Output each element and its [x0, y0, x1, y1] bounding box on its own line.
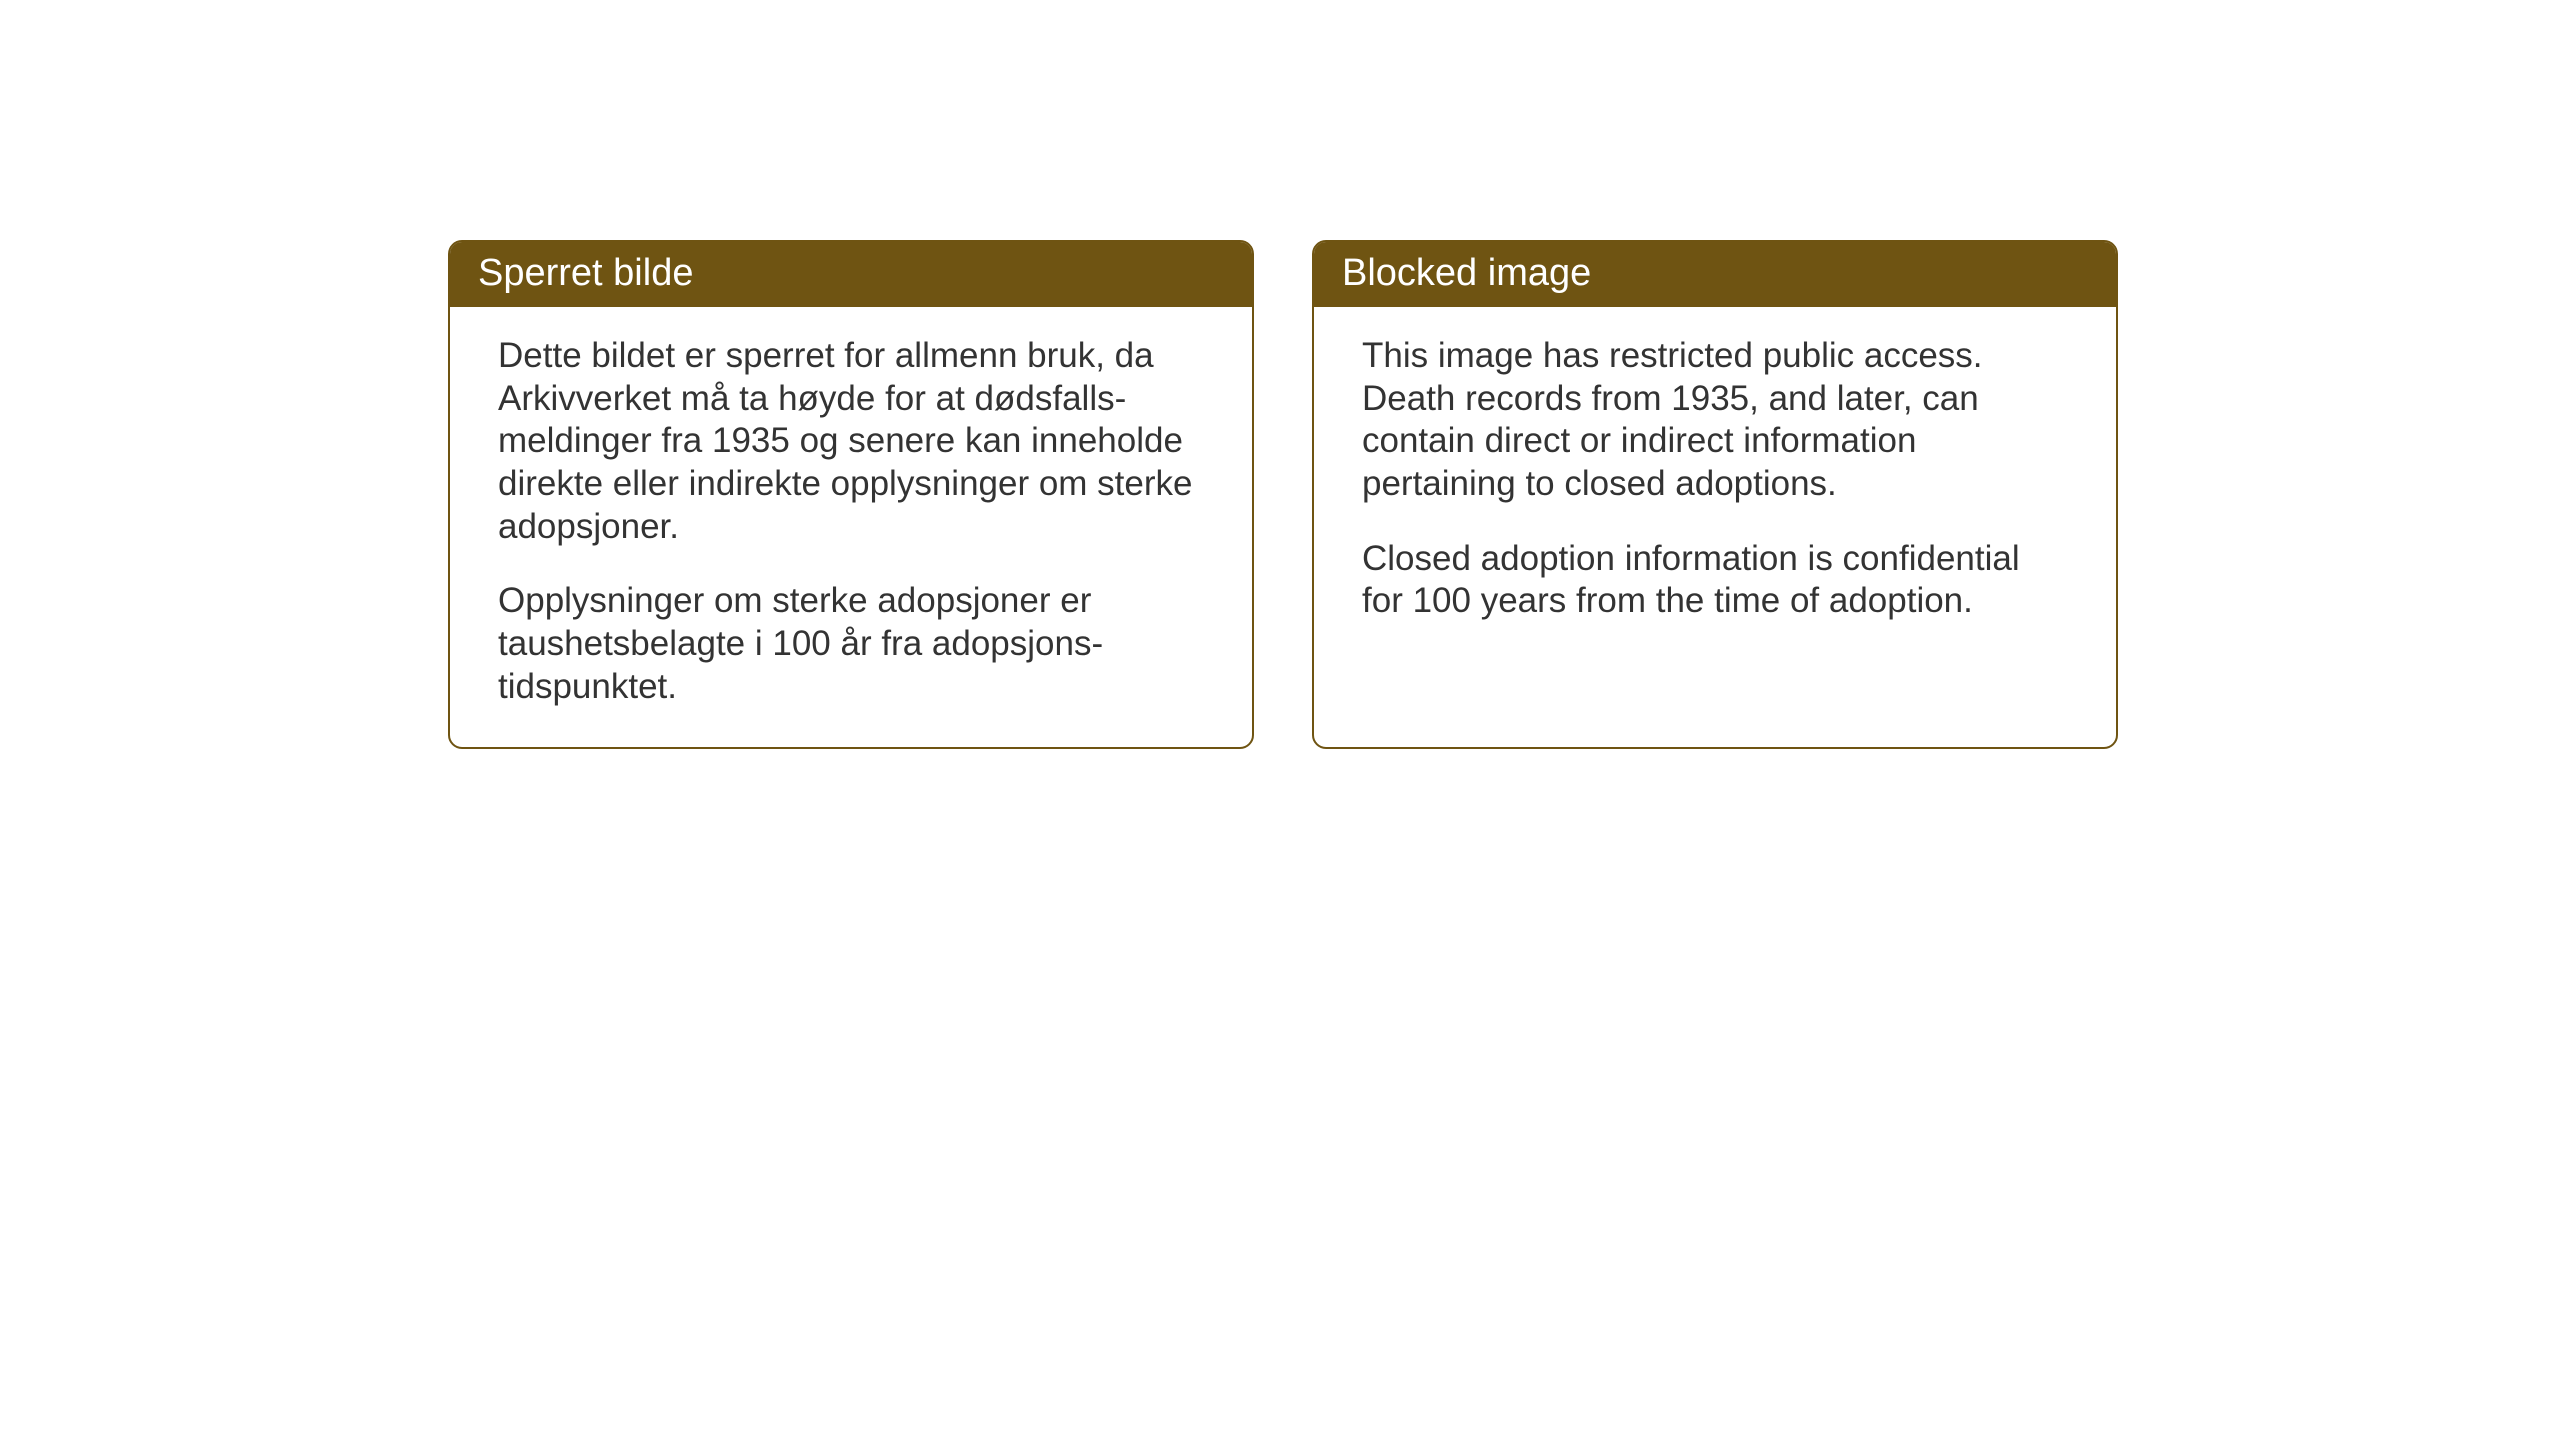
- notice-card-english: Blocked image This image has restricted …: [1312, 240, 2118, 749]
- card-paragraph: Opplysninger om sterke adopsjoner er tau…: [498, 580, 1204, 708]
- card-paragraph: This image has restricted public access.…: [1362, 335, 2068, 506]
- card-header-english: Blocked image: [1314, 242, 2116, 307]
- card-title: Blocked image: [1342, 252, 1591, 294]
- card-title: Sperret bilde: [478, 252, 693, 294]
- notice-card-norwegian: Sperret bilde Dette bildet er sperret fo…: [448, 240, 1254, 749]
- card-header-norwegian: Sperret bilde: [450, 242, 1252, 307]
- card-paragraph: Dette bildet er sperret for allmenn bruk…: [498, 335, 1204, 548]
- card-body-norwegian: Dette bildet er sperret for allmenn bruk…: [450, 307, 1252, 747]
- card-body-english: This image has restricted public access.…: [1314, 307, 2116, 661]
- card-paragraph: Closed adoption information is confident…: [1362, 538, 2068, 623]
- notice-cards-container: Sperret bilde Dette bildet er sperret fo…: [448, 240, 2118, 749]
